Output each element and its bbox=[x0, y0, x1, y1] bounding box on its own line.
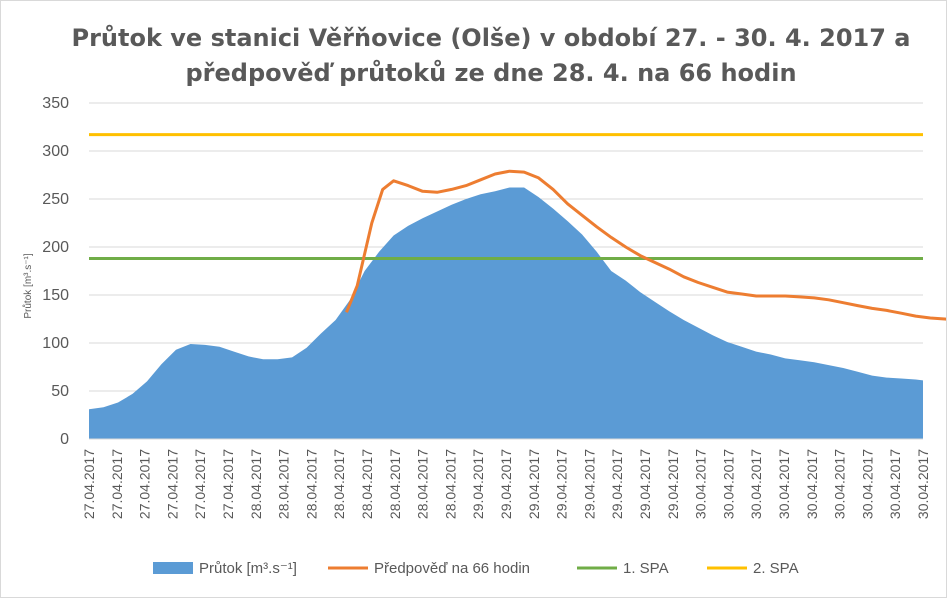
x-tick-label: 30.04.2017 bbox=[915, 449, 931, 519]
x-tick-label: 29.04.2017 bbox=[581, 449, 597, 519]
x-tick-label: 29.04.2017 bbox=[554, 449, 570, 519]
x-tick-label: 28.04.2017 bbox=[331, 449, 347, 519]
legend-swatch-prutok bbox=[153, 562, 193, 574]
x-tick-label: 30.04.2017 bbox=[832, 449, 848, 519]
y-tick-label: 200 bbox=[42, 239, 69, 256]
x-tick-label: 30.04.2017 bbox=[859, 449, 875, 519]
series-area-prutok bbox=[89, 187, 923, 439]
y-tick-label: 250 bbox=[42, 191, 69, 208]
chart-title-line-2: předpověď průtoků ze dne 28. 4. na 66 ho… bbox=[185, 59, 796, 87]
x-tick-label: 29.04.2017 bbox=[498, 449, 514, 519]
series-line-predpoved bbox=[345, 169, 946, 321]
x-tick-label: 27.04.2017 bbox=[164, 449, 180, 519]
chart-title-line-1: Průtok ve stanici Věřňovice (Olše) v obd… bbox=[72, 24, 911, 52]
x-tick-label: 27.04.2017 bbox=[220, 449, 236, 519]
x-tick-label: 29.04.2017 bbox=[526, 449, 542, 519]
x-tick-label: 29.04.2017 bbox=[470, 449, 486, 519]
legend-label: 1. SPA bbox=[623, 560, 669, 577]
y-tick-label: 50 bbox=[51, 383, 69, 400]
x-tick-label: 30.04.2017 bbox=[693, 449, 709, 519]
x-tick-label: 28.04.2017 bbox=[248, 449, 264, 519]
y-axis-title: Průtok [m³.s⁻¹] bbox=[22, 253, 34, 319]
x-tick-label: 30.04.2017 bbox=[804, 449, 820, 519]
x-tick-label: 27.04.2017 bbox=[81, 449, 97, 519]
x-tick-label: 30.04.2017 bbox=[887, 449, 903, 519]
x-tick-label: 28.04.2017 bbox=[303, 449, 319, 519]
x-tick-label: 27.04.2017 bbox=[109, 449, 125, 519]
y-tick-label: 0 bbox=[60, 431, 69, 448]
x-tick-label: 28.04.2017 bbox=[442, 449, 458, 519]
x-tick-label: 28.04.2017 bbox=[387, 449, 403, 519]
x-tick-label: 29.04.2017 bbox=[637, 449, 653, 519]
x-tick-label: 29.04.2017 bbox=[609, 449, 625, 519]
x-tick-label: 27.04.2017 bbox=[137, 449, 153, 519]
y-tick-label: 300 bbox=[42, 143, 69, 160]
y-tick-label: 350 bbox=[42, 95, 69, 112]
legend-label: Předpověď na 66 hodin bbox=[374, 560, 530, 577]
y-tick-label: 100 bbox=[42, 335, 69, 352]
y-tick-label: 150 bbox=[42, 287, 69, 304]
x-tick-label: 28.04.2017 bbox=[359, 449, 375, 519]
legend-label: Průtok [m³.s⁻¹] bbox=[199, 560, 297, 577]
x-tick-label: 27.04.2017 bbox=[192, 449, 208, 519]
legend-label: 2. SPA bbox=[753, 560, 799, 577]
x-tick-label: 30.04.2017 bbox=[748, 449, 764, 519]
x-tick-label: 28.04.2017 bbox=[276, 449, 292, 519]
x-tick-label: 29.04.2017 bbox=[665, 449, 681, 519]
x-tick-label: 30.04.2017 bbox=[776, 449, 792, 519]
x-tick-label: 28.04.2017 bbox=[415, 449, 431, 519]
x-tick-label: 30.04.2017 bbox=[720, 449, 736, 519]
